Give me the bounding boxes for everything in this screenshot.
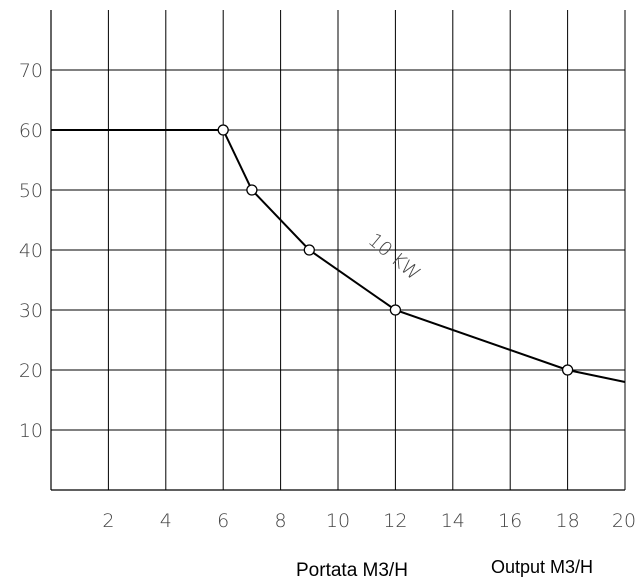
x-tick-label: 14 xyxy=(441,510,465,532)
y-tick-label: 50 xyxy=(19,180,43,202)
y-tick-label: 10 xyxy=(19,420,43,442)
x-tick-label: 20 xyxy=(612,510,635,532)
data-point xyxy=(389,304,402,316)
x-tick-label: 6 xyxy=(217,510,229,532)
data-point xyxy=(217,124,229,136)
x-tick-label: 10 xyxy=(326,510,350,532)
data-point xyxy=(303,244,315,256)
grid xyxy=(50,10,626,491)
x-tick-label: 8 xyxy=(275,510,287,532)
data-point xyxy=(246,184,258,196)
data-point xyxy=(561,364,574,376)
x-tick-labels: 2 4 6 8 10 12 14 16 18 20 xyxy=(102,510,635,532)
y-tick-label: 40 xyxy=(19,240,43,262)
x-tick-label: 18 xyxy=(556,510,580,532)
x-tick-label: 12 xyxy=(383,510,407,532)
x-tick-label: 4 xyxy=(160,510,172,532)
y-tick-label: 30 xyxy=(19,300,43,322)
series-markers xyxy=(217,124,574,376)
x-tick-label: 2 xyxy=(102,510,114,532)
y-tick-labels: 10 20 30 40 50 60 70 xyxy=(19,60,43,442)
y-tick-label: 20 xyxy=(19,360,43,382)
y-tick-label: 70 xyxy=(19,60,43,82)
x-axis-title: Portata M3/H xyxy=(296,560,408,581)
x-tick-label: 16 xyxy=(498,510,522,532)
y-tick-label: 60 xyxy=(19,120,43,142)
series-label: 10 KW xyxy=(364,229,425,285)
x-axis-title-english: Output M3/H xyxy=(491,557,594,577)
